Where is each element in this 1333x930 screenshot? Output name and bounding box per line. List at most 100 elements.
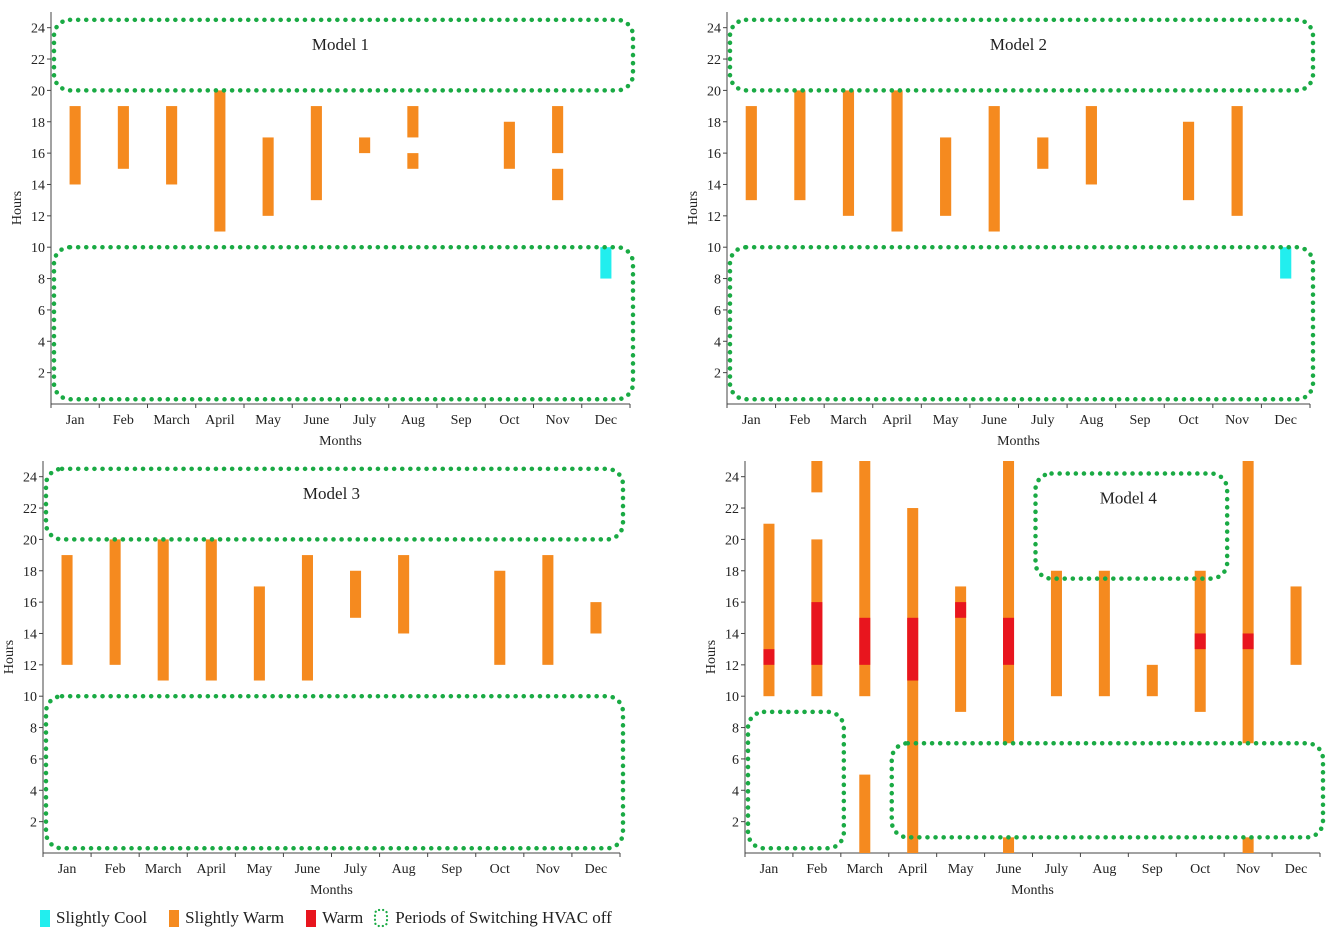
y-tick-label: 22 [707, 53, 721, 68]
chart-title: Model 2 [990, 35, 1047, 54]
bar-oct-slightly-warm [494, 570, 506, 665]
y-tick-label: 18 [707, 116, 721, 131]
hvac-off-region-1 [51, 17, 636, 93]
legend-item-warm: Warm [306, 908, 363, 928]
y-tick-label: 16 [23, 596, 37, 611]
y-tick-label: 12 [707, 210, 721, 225]
y-axis-title: Hours [10, 191, 25, 225]
bar-feb-warm [811, 602, 823, 665]
chart-title: Model 4 [1100, 489, 1158, 508]
x-tick-label-feb: Feb [789, 413, 810, 428]
legend-label-slightly-cool: Slightly Cool [56, 908, 148, 927]
x-tick-label-aug: Aug [392, 862, 416, 877]
bar-aug-slightly-warm [398, 555, 410, 634]
slightly-cool-swatch [40, 909, 50, 927]
y-tick-label: 16 [725, 596, 739, 611]
legend-item-slightly-warm: Slightly Warm [169, 908, 284, 928]
x-tick-label-sep: Sep [451, 413, 472, 428]
y-tick-label: 2 [732, 816, 739, 831]
x-axis-title: Months [997, 434, 1040, 449]
y-tick-label: 22 [23, 502, 37, 517]
legend-item-hvac-off: Periods of Switching HVAC off [373, 908, 612, 928]
x-tick-label-july: July [1045, 862, 1068, 877]
y-tick-label: 6 [38, 304, 45, 319]
x-tick-label-jan: Jan [760, 862, 779, 877]
warm-swatch [306, 909, 317, 927]
hvac-off-region-3 [889, 740, 1326, 840]
bar-may-slightly-warm [262, 137, 274, 216]
y-tick-label: 12 [31, 210, 45, 225]
x-tick-label-feb: Feb [105, 862, 126, 877]
bar-aug-slightly-warm [1098, 570, 1110, 697]
bar-dec-slightly-cool [600, 247, 612, 279]
bar-june-slightly-warm [310, 106, 322, 201]
y-tick-label: 10 [31, 241, 45, 256]
y-tick-label: 4 [732, 784, 739, 799]
x-tick-label-june: June [304, 413, 330, 428]
bar-feb-slightly-warm [811, 461, 823, 493]
x-tick-label-dec: Dec [1285, 862, 1308, 877]
bar-jan-slightly-warm [69, 106, 81, 185]
legend-item-slightly-cool: Slightly Cool [40, 908, 147, 928]
bar-june-warm [1003, 617, 1015, 665]
x-tick-label-sep: Sep [441, 862, 462, 877]
x-tick-label-july: July [353, 413, 376, 428]
y-tick-label: 18 [725, 565, 739, 580]
y-tick-label: 20 [31, 84, 45, 99]
x-tick-label-march: March [847, 862, 884, 877]
x-tick-label-may: May [247, 862, 273, 877]
x-tick-label-march: March [153, 413, 190, 428]
y-tick-label: 10 [725, 690, 739, 705]
legend-label-warm: Warm [322, 908, 364, 927]
x-tick-label-july: July [344, 862, 367, 877]
bar-march-slightly-warm [842, 90, 855, 216]
y-tick-label: 22 [31, 53, 45, 68]
y-tick-label: 6 [30, 753, 37, 768]
y-tick-label: 10 [707, 241, 721, 256]
x-tick-label-jan: Jan [742, 413, 761, 428]
hvac-off-region-2 [51, 244, 636, 402]
y-tick-label: 12 [23, 659, 37, 674]
y-tick-label: 16 [707, 147, 721, 162]
y-axis-title: Hours [686, 191, 701, 225]
bar-oct-warm [1194, 633, 1206, 650]
bar-april-slightly-warm [214, 90, 226, 232]
x-tick-label-april: April [898, 862, 928, 877]
y-tick-label: 18 [31, 116, 45, 131]
y-tick-label: 14 [23, 627, 37, 642]
dotted-box-icon [374, 908, 389, 928]
x-tick-label-march: March [830, 413, 867, 428]
x-tick-label-aug: Aug [401, 413, 425, 428]
x-tick-label-april: April [882, 413, 912, 428]
y-tick-label: 10 [23, 690, 37, 705]
hvac-off-region-2 [727, 244, 1316, 402]
hvac-off-region-2 [745, 709, 847, 851]
hvac-off-region-1 [1033, 471, 1230, 581]
bar-july-slightly-warm [350, 570, 362, 618]
bar-july-slightly-warm [1037, 137, 1049, 169]
bar-feb-slightly-warm [117, 106, 129, 169]
hvac-off-region-1 [727, 17, 1316, 93]
x-tick-label-oct: Oct [490, 862, 510, 877]
bar-march-slightly-warm [166, 106, 178, 185]
bar-april-slightly-warm [891, 90, 903, 232]
y-tick-label: 2 [38, 367, 45, 382]
bar-nov-slightly-warm [1242, 837, 1254, 853]
bar-nov-slightly-warm [552, 106, 564, 154]
y-tick-label: 8 [30, 722, 37, 737]
x-tick-label-aug: Aug [1079, 413, 1103, 428]
x-tick-label-nov: Nov [1236, 862, 1260, 877]
y-tick-label: 24 [23, 471, 37, 486]
bar-may-slightly-warm [955, 586, 967, 712]
hvac-off-region-1 [43, 466, 626, 542]
bar-april-warm [907, 617, 919, 681]
bar-nov-slightly-warm [1242, 461, 1254, 744]
chart-title: Model 1 [312, 35, 369, 54]
y-axis-title: Hours [2, 640, 17, 674]
bar-june-slightly-warm [988, 106, 1000, 232]
legend-label-slightly-warm: Slightly Warm [185, 908, 285, 927]
x-tick-label-sep: Sep [1129, 413, 1150, 428]
bar-jan-slightly-warm [745, 106, 757, 201]
y-tick-label: 14 [725, 627, 739, 642]
